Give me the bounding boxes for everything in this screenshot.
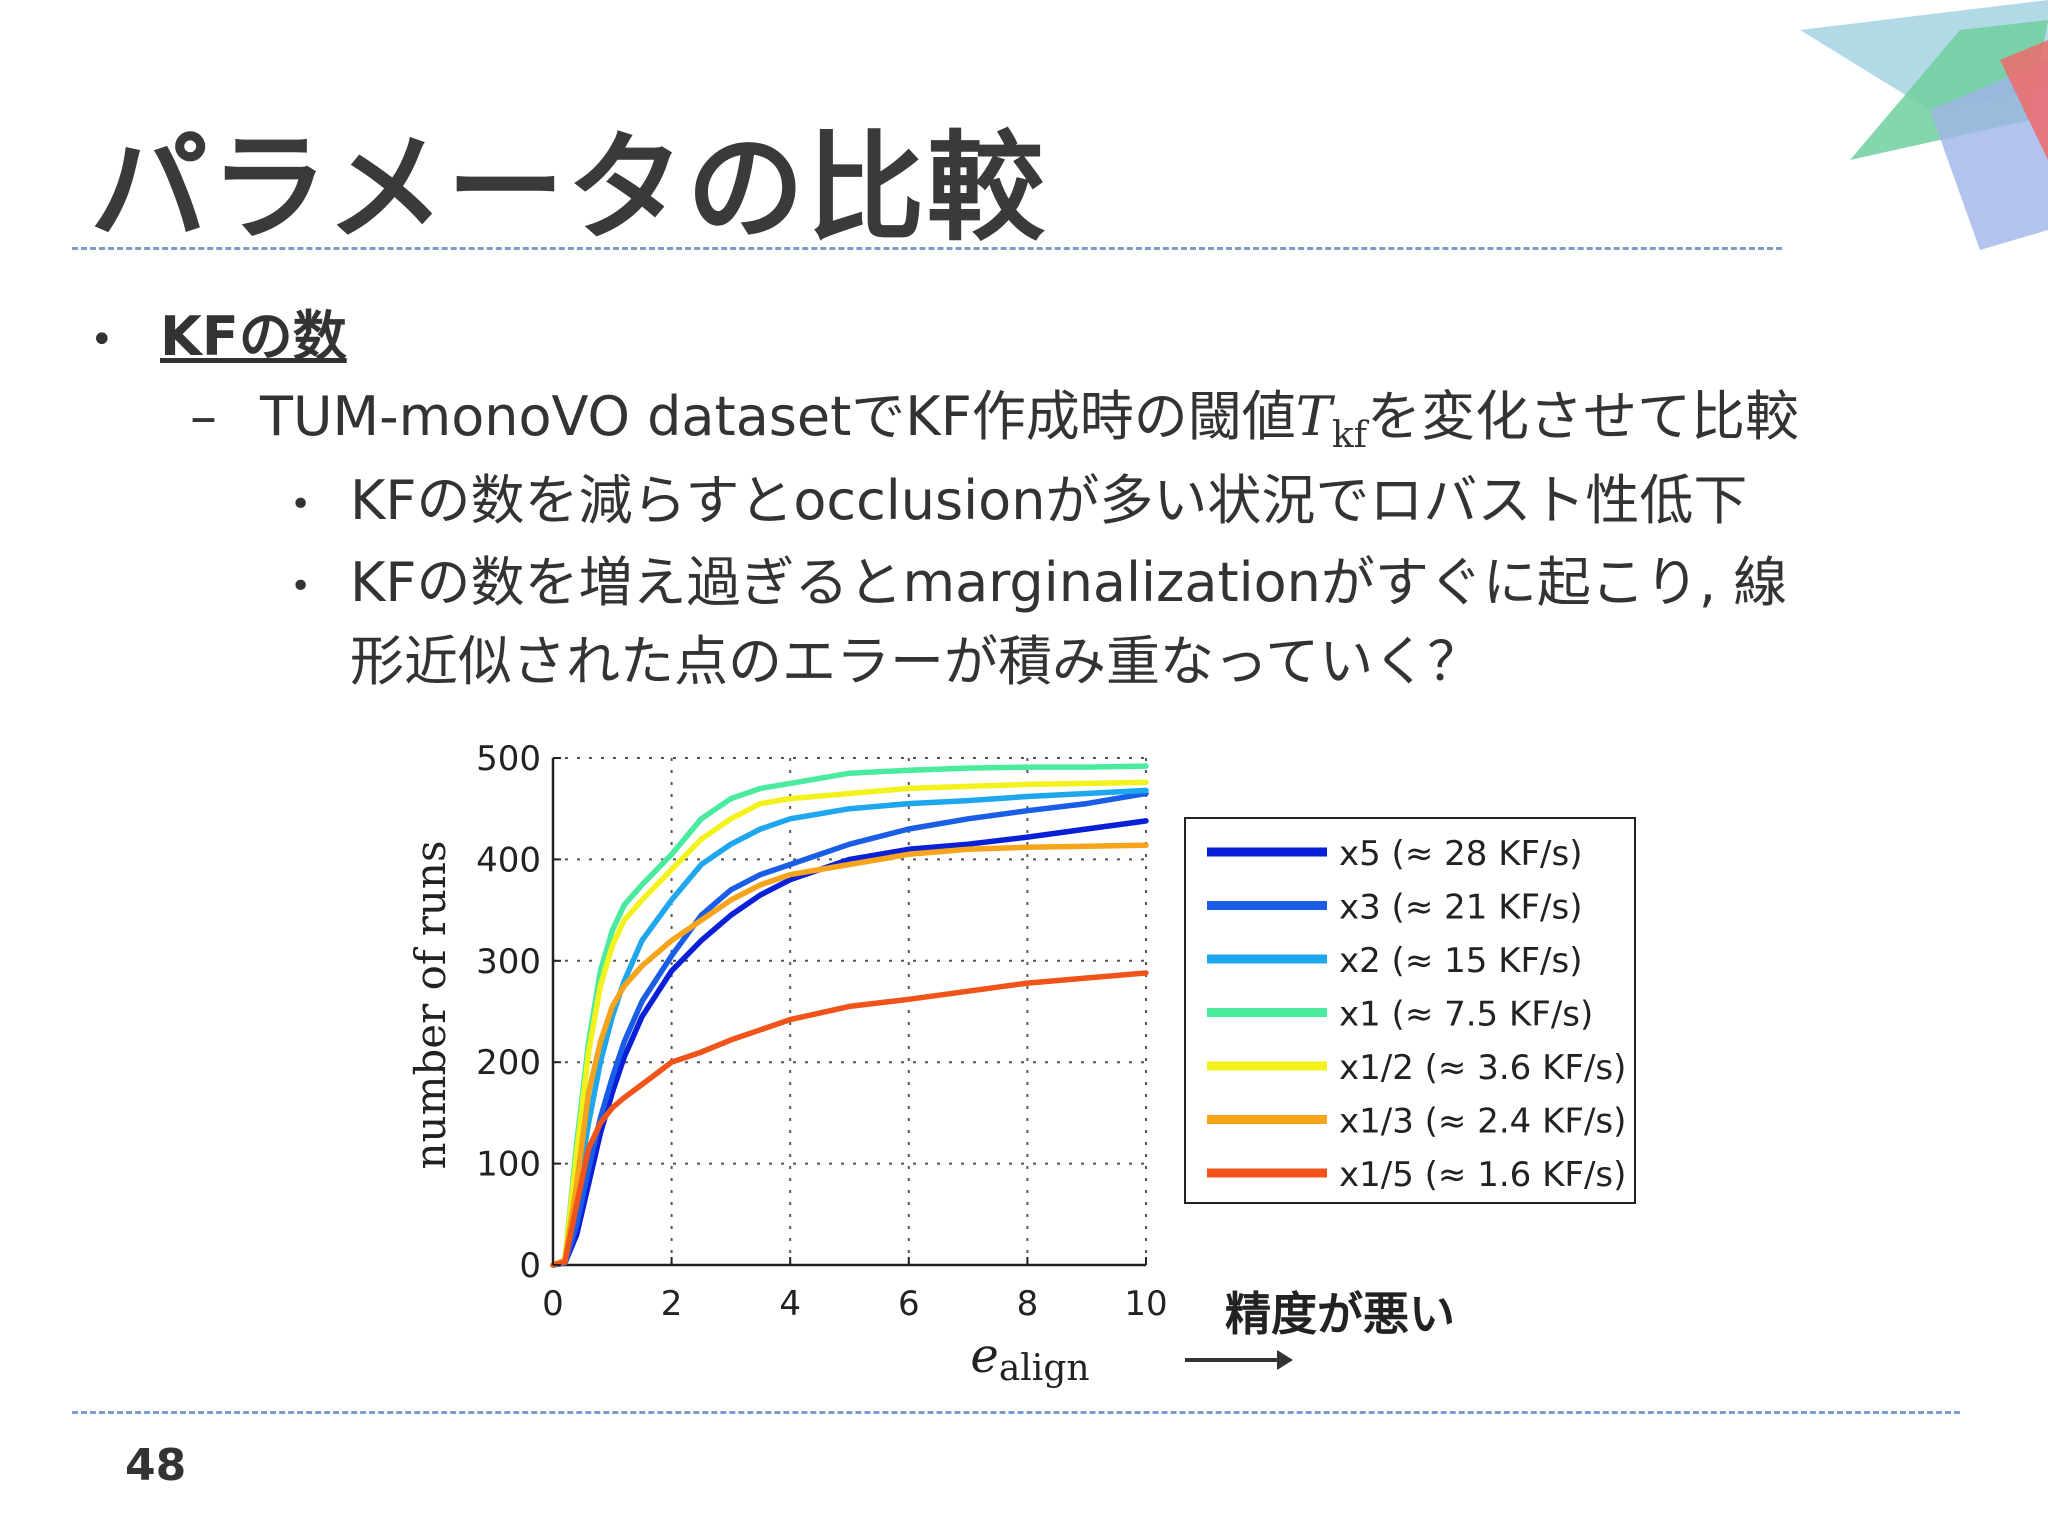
- x-axis-label-main: e: [970, 1328, 998, 1384]
- y-tick-label: 200: [476, 1043, 541, 1083]
- threshold-subscript: kf: [1331, 414, 1367, 456]
- bullet-level1: • KFの数: [90, 292, 347, 371]
- series-line-5: [550, 842, 1149, 1268]
- series-line-2: [550, 787, 1149, 1268]
- legend-label: x1/3 (≈ 2.4 KF/s): [1339, 1102, 1626, 1142]
- threshold-symbol: T: [1295, 385, 1332, 448]
- y-tick-label: 100: [476, 1145, 541, 1185]
- chart-legend: x5 (≈ 28 KF/s) x3 (≈ 21 KF/s) x2 (≈ 15 KF/…: [1184, 817, 1636, 1204]
- bullet-level2-suffix: を変化させて比較: [1366, 385, 1799, 448]
- x-tick-label: 10: [1124, 1284, 1167, 1324]
- y-tick-label: 500: [476, 739, 541, 779]
- bullet-level3-b-line1: KFの数を増え過ぎるとmarginalizationがすぐに起こり, 線: [350, 551, 1788, 614]
- legend-label: x1/5 (≈ 1.6 KF/s): [1339, 1155, 1626, 1195]
- x-axis-label: ealign: [970, 1328, 1089, 1389]
- bullet-dot: •: [290, 483, 312, 525]
- bullet-level1-text: KFの数: [160, 305, 347, 368]
- legend-label: x3 (≈ 21 KF/s): [1339, 888, 1582, 928]
- legend-label: x1 (≈ 7.5 KF/s): [1339, 995, 1593, 1035]
- top-divider: [72, 247, 1782, 250]
- x-tick-label: 4: [779, 1284, 801, 1324]
- series-line-0: [550, 818, 1149, 1268]
- series-line-1: [550, 790, 1149, 1268]
- series-line-4: [550, 779, 1149, 1268]
- page-number: 48: [125, 1440, 187, 1491]
- slide-title: パラメータの比較: [90, 119, 1047, 257]
- x-tick-label: 6: [898, 1284, 920, 1324]
- legend-label: x2 (≈ 15 KF/s): [1339, 941, 1582, 981]
- bullet-dash: –: [190, 385, 217, 448]
- y-tick-label: 400: [476, 840, 541, 880]
- right-arrow-icon: [1185, 1350, 1293, 1370]
- bullet-level3-b-line2: 形近似された点のエラーが積み重なっていく？: [350, 630, 1482, 693]
- x-tick-label: 8: [1017, 1284, 1039, 1324]
- accuracy-annotation: 精度が悪い: [1225, 1287, 1455, 1341]
- legend-label: x1/2 (≈ 3.6 KF/s): [1339, 1048, 1626, 1088]
- chart-series: [550, 763, 1149, 1268]
- bullet-level3-b: • KFの数を増え過ぎるとmarginalizationがすぐに起こり, 線 形近…: [290, 538, 1787, 696]
- bullet-level2: – TUM-monoVO datasetでKF作成時の閾値Tkfを変化させて比較: [190, 372, 1799, 456]
- series-line-6: [550, 970, 1149, 1268]
- y-tick-label: 0: [519, 1246, 541, 1286]
- x-tick-label: 2: [661, 1284, 683, 1324]
- bullet-level3-a-text: KFの数を減らすとocclusionが多い状況でロバスト性低下: [350, 469, 1748, 532]
- bullet-dot: •: [290, 565, 312, 607]
- bullet-dot: •: [90, 317, 114, 364]
- bullet-level2-prefix: TUM-monoVO datasetでKF作成時の閾値: [260, 385, 1296, 448]
- y-tick-label: 300: [476, 942, 541, 982]
- y-axis-label: number of runs: [406, 840, 455, 1169]
- corner-decoration: [1800, 0, 2048, 250]
- bottom-divider: [72, 1411, 1960, 1414]
- legend-label: x5 (≈ 28 KF/s): [1339, 834, 1582, 874]
- x-tick-label: 0: [542, 1284, 564, 1324]
- chart-axes: [551, 758, 1146, 1267]
- x-axis-label-sub: align: [999, 1348, 1090, 1389]
- bullet-level3-a: • KFの数を減らすとocclusionが多い状況でロバスト性低下: [290, 456, 1747, 535]
